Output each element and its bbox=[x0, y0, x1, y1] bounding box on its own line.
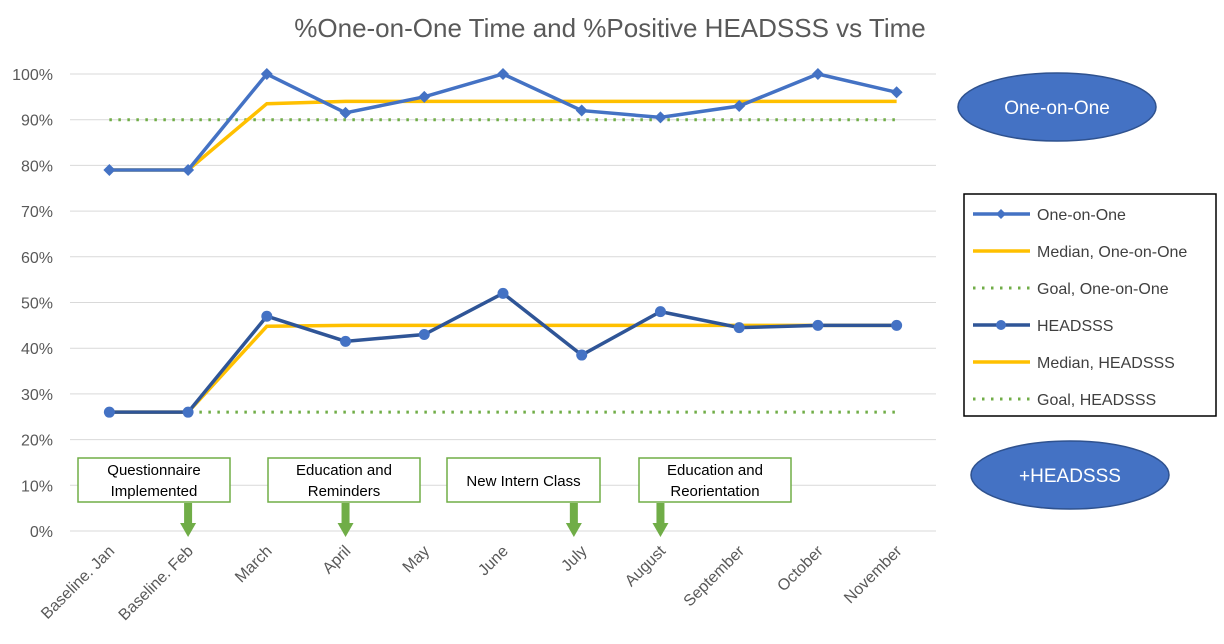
data-point bbox=[575, 104, 588, 117]
data-point bbox=[811, 68, 824, 80]
annotation: Education and Reminders bbox=[267, 457, 421, 537]
x-tick-label: October bbox=[774, 542, 827, 595]
annotation-text: Education and bbox=[667, 462, 763, 479]
y-tick-label: 60% bbox=[21, 250, 53, 267]
y-tick-label: 0% bbox=[30, 524, 53, 541]
y-tick-label: 50% bbox=[21, 296, 53, 313]
y-tick-label: 40% bbox=[21, 341, 53, 358]
y-axis-ticks: 0% 10% 20% 30% 40% 50% 60% 70% 80% 90% 100% bbox=[12, 67, 53, 541]
series-line bbox=[109, 71, 898, 172]
data-point bbox=[103, 163, 116, 176]
data-point bbox=[418, 328, 430, 340]
annotation: Questionnaire Implemented bbox=[77, 457, 231, 537]
data-point bbox=[418, 90, 431, 103]
data-point bbox=[733, 99, 746, 112]
data-point bbox=[340, 335, 352, 347]
annotation: Education and Reorientation bbox=[638, 457, 792, 537]
legend-item: Goal, One-on-One bbox=[973, 281, 1169, 298]
callout-oval bbox=[970, 440, 1170, 510]
annotation-arrow-head bbox=[652, 523, 669, 537]
y-tick-label: 80% bbox=[21, 158, 53, 175]
y-tick-label: 90% bbox=[21, 113, 53, 130]
legend-marker bbox=[996, 320, 1006, 330]
annotation-text: Education and bbox=[296, 462, 392, 479]
legend-label: One-on-One bbox=[1037, 207, 1126, 224]
annotation-text: Reorientation bbox=[670, 483, 759, 500]
annotation-box bbox=[267, 457, 421, 503]
data-point bbox=[182, 163, 195, 176]
annotation-box bbox=[638, 457, 792, 503]
y-tick-label: 100% bbox=[12, 67, 53, 84]
legend-item: One-on-One bbox=[973, 207, 1126, 224]
series-callout: +HEADSSS bbox=[970, 440, 1170, 510]
y-tick-label: 10% bbox=[21, 478, 53, 495]
legend-item: Goal, HEADSSS bbox=[973, 392, 1156, 409]
series-callouts: One-on-One +HEADSSS bbox=[957, 72, 1170, 510]
x-tick-label: April bbox=[320, 543, 355, 578]
data-point bbox=[261, 310, 273, 322]
data-point bbox=[733, 322, 745, 334]
data-point bbox=[891, 319, 903, 331]
callout-label: +HEADSSS bbox=[1019, 466, 1121, 487]
data-point bbox=[182, 406, 194, 418]
legend-box bbox=[963, 193, 1217, 417]
y-tick-label: 70% bbox=[21, 204, 53, 221]
x-tick-label: March bbox=[232, 543, 275, 586]
x-tick-label: November bbox=[841, 542, 906, 607]
annotation-arrow-shaft bbox=[341, 503, 350, 525]
annotation-text: New Intern Class bbox=[466, 473, 580, 490]
data-point bbox=[497, 287, 509, 299]
legend-item: Median, One-on-One bbox=[973, 244, 1187, 261]
annotations: Questionnaire Implemented Education and Rem… bbox=[77, 457, 792, 537]
x-tick-label: June bbox=[475, 543, 512, 580]
data-point bbox=[497, 68, 509, 80]
legend-label: Goal, One-on-One bbox=[1037, 281, 1169, 298]
annotation-box bbox=[77, 457, 231, 503]
annotation-box bbox=[446, 457, 601, 503]
x-tick-label: Baseline. Jan bbox=[38, 543, 118, 623]
data-point bbox=[103, 406, 115, 418]
y-tick-label: 20% bbox=[21, 433, 53, 450]
legend: One-on-One Median, One-on-One Goal, One-on… bbox=[963, 193, 1217, 417]
legend-item: Median, HEADSSS bbox=[973, 355, 1175, 372]
data-point bbox=[260, 68, 273, 80]
annotation-text: Questionnaire bbox=[107, 462, 200, 479]
x-tick-label: August bbox=[622, 542, 670, 590]
annotation-arrow-head bbox=[565, 523, 582, 537]
data-point bbox=[890, 86, 903, 99]
annotation-text: Reminders bbox=[308, 483, 381, 500]
x-tick-label: May bbox=[400, 543, 433, 576]
legend-label: Median, One-on-One bbox=[1037, 244, 1187, 261]
legend-label: HEADSSS bbox=[1037, 318, 1113, 335]
series-line bbox=[109, 323, 897, 414]
data-point bbox=[339, 106, 352, 119]
callout-oval bbox=[957, 72, 1157, 142]
x-tick-label: July bbox=[558, 543, 590, 575]
data-point bbox=[654, 111, 667, 124]
series-line bbox=[109, 99, 897, 172]
data-point bbox=[812, 319, 824, 331]
series-callout: One-on-One bbox=[957, 72, 1157, 142]
data-point bbox=[576, 349, 588, 361]
data-point bbox=[654, 306, 666, 318]
annotation-arrow-shaft bbox=[569, 503, 578, 525]
annotation-arrow-head bbox=[337, 523, 354, 537]
legend-label: Goal, HEADSSS bbox=[1037, 392, 1156, 409]
x-tick-label: September bbox=[681, 542, 749, 610]
callout-label: One-on-One bbox=[1004, 98, 1110, 119]
annotation-arrow-shaft bbox=[656, 503, 665, 525]
y-tick-label: 30% bbox=[21, 387, 53, 404]
legend-item: HEADSSS bbox=[973, 318, 1113, 335]
annotation-text: Implemented bbox=[111, 483, 198, 500]
annotation: New Intern Class bbox=[446, 457, 601, 537]
legend-label: Median, HEADSSS bbox=[1037, 355, 1175, 372]
annotation-arrow-shaft bbox=[184, 503, 193, 525]
x-tick-label: Baseline. Feb bbox=[116, 543, 197, 624]
chart-title: %One-on-One Time and %Positive HEADSSS v… bbox=[294, 13, 925, 43]
annotation-arrow-head bbox=[180, 523, 197, 537]
legend-marker bbox=[996, 209, 1006, 219]
series-layer bbox=[103, 68, 903, 418]
